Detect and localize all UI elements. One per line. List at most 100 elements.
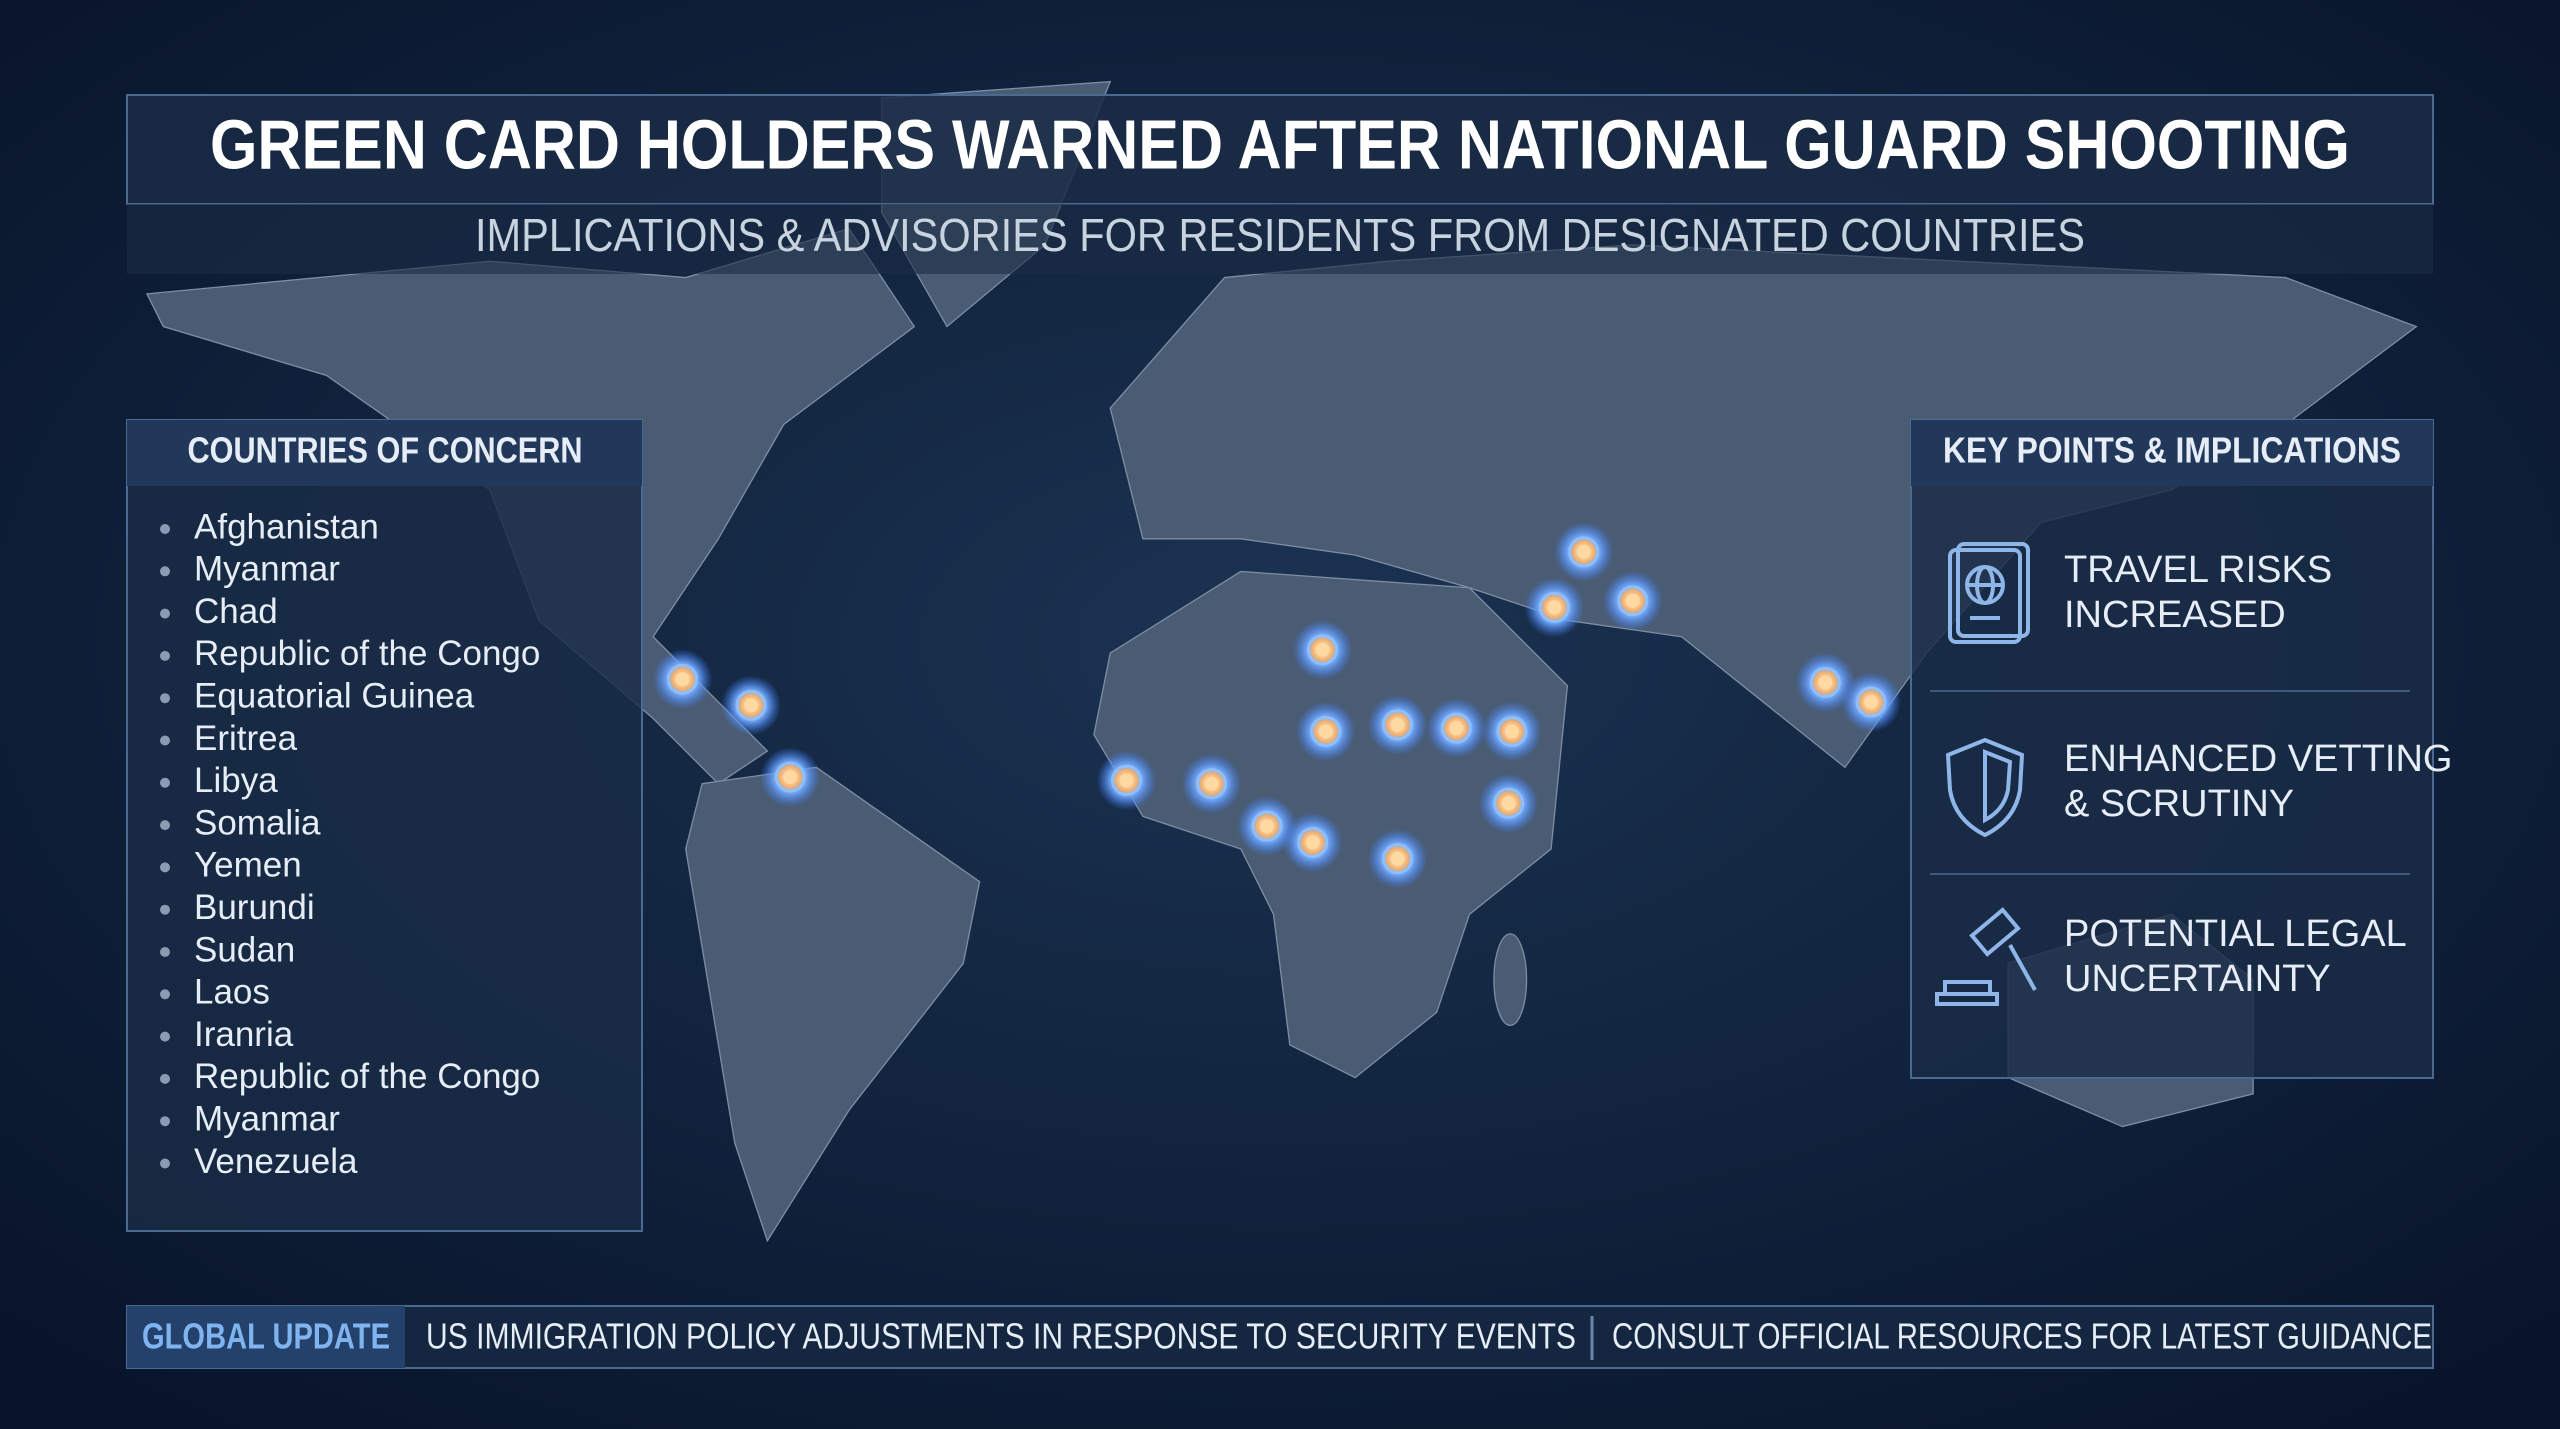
marker-ring (1306, 634, 1338, 666)
marker-ring (1440, 712, 1472, 744)
countries-header (127, 420, 642, 486)
madagascar (1493, 933, 1528, 1026)
panel-title: COUNTRIES OF CONCERN (188, 430, 583, 471)
key-point-text: TRAVEL RISKS (2064, 549, 2332, 591)
panel-title: KEY POINTS & IMPLICATIONS (1943, 430, 2401, 471)
shield-icon (1945, 737, 2025, 838)
bullet (160, 777, 170, 788)
marker-dot (1818, 675, 1833, 690)
marker-dot (1504, 724, 1519, 739)
bullet (160, 989, 170, 1000)
bullet (160, 566, 170, 577)
south-america (685, 766, 981, 1243)
passport-icon (1948, 542, 2030, 644)
marker-dot (1315, 642, 1330, 657)
marker-ring (666, 663, 698, 695)
country-name: Somalia (194, 803, 321, 842)
key-point-text: INCREASED (2064, 594, 2286, 636)
marker-dot (1259, 819, 1274, 834)
bullet (160, 1116, 170, 1127)
country-name: Libya (194, 761, 278, 800)
marker-ring (774, 761, 806, 793)
bullet (160, 1073, 170, 1084)
marker-ring (1195, 768, 1227, 800)
title: GREEN CARD HOLDERS WARNED AFTER NATIONAL… (210, 105, 2350, 183)
ticker-label: GLOBAL UPDATE (142, 1316, 390, 1357)
icons (1935, 542, 2037, 1006)
marker-ring (1538, 591, 1570, 623)
marker-dot (1390, 717, 1405, 732)
marker-ring (735, 689, 767, 721)
country-name: Eritrea (194, 719, 298, 758)
marker-dot (1119, 773, 1134, 788)
country-name: Laos (194, 973, 270, 1012)
country-name: Yemen (194, 846, 302, 885)
ticker-message: CONSULT OFFICIAL RESOURCES FOR LATEST GU… (1612, 1316, 2432, 1357)
marker-ring (1382, 843, 1414, 875)
bullet (160, 608, 170, 619)
bullet (160, 820, 170, 831)
marker-dot (1318, 724, 1333, 739)
country-name: Chad (194, 592, 278, 631)
subtitle: IMPLICATIONS & ADVISORIES FOR RESIDENTS … (475, 209, 2085, 261)
marker-dot (1576, 544, 1591, 559)
marker-ring (1568, 536, 1600, 568)
country-name: Equatorial Guinea (194, 676, 475, 715)
marker-ring (1617, 585, 1649, 617)
marker-ring (1251, 810, 1283, 842)
marker-ring (1496, 715, 1528, 747)
marker-dot (675, 672, 690, 687)
country-name: Sudan (194, 930, 295, 969)
marker-dot (1449, 721, 1464, 736)
marker-ring (1809, 666, 1841, 698)
key-point-text: ENHANCED VETTING (2064, 738, 2452, 780)
marker-ring (1297, 826, 1329, 858)
country-name: Republic of the Congo (194, 634, 540, 673)
bullet (160, 1031, 170, 1042)
country-name: Afghanistan (194, 507, 379, 546)
key-points-panel (1910, 419, 2434, 1079)
key-point-text: & SCRUTINY (2064, 783, 2294, 825)
country-name: Burundi (194, 888, 315, 927)
marker-ring (1855, 686, 1887, 718)
key-point-text: UNCERTAINTY (2064, 958, 2331, 1000)
bullet (160, 862, 170, 873)
country-name: Venezuela (194, 1142, 358, 1181)
marker-dot (1625, 593, 1640, 608)
marker-dot (1204, 776, 1219, 791)
ticker-bar (126, 1305, 2434, 1369)
marker-ring (1111, 764, 1143, 796)
country-name: Republic of the Congo (194, 1057, 540, 1096)
marker-dot (1305, 835, 1320, 850)
marker-dot (1864, 695, 1879, 710)
country-name: Myanmar (194, 1099, 340, 1138)
marker-dot (783, 770, 798, 785)
marker-ring (1310, 715, 1342, 747)
title-bar (126, 94, 2434, 205)
bullet (160, 693, 170, 704)
marker-dot (744, 698, 759, 713)
bullet (160, 524, 170, 534)
ticker-message: US IMMIGRATION POLICY ADJUSTMENTS IN RES… (426, 1316, 1576, 1357)
bullet (160, 735, 170, 746)
marker-dot (1390, 851, 1405, 866)
key-points-header (1911, 420, 2433, 486)
bullet (160, 904, 170, 915)
bullet (160, 1158, 170, 1169)
ticker-label-box (127, 1306, 405, 1368)
bullet (160, 650, 170, 661)
map-markers (652, 521, 1902, 889)
country-name: Myanmar (194, 550, 340, 589)
key-point-text: POTENTIAL LEGAL (2064, 913, 2407, 955)
marker-ring (1493, 787, 1525, 819)
country-name: Iranria (194, 1015, 294, 1054)
bullet (160, 947, 170, 957)
marker-dot (1547, 600, 1562, 615)
marker-dot (1501, 796, 1516, 811)
subtitle-bar (127, 204, 2433, 274)
marker-ring (1382, 709, 1414, 741)
